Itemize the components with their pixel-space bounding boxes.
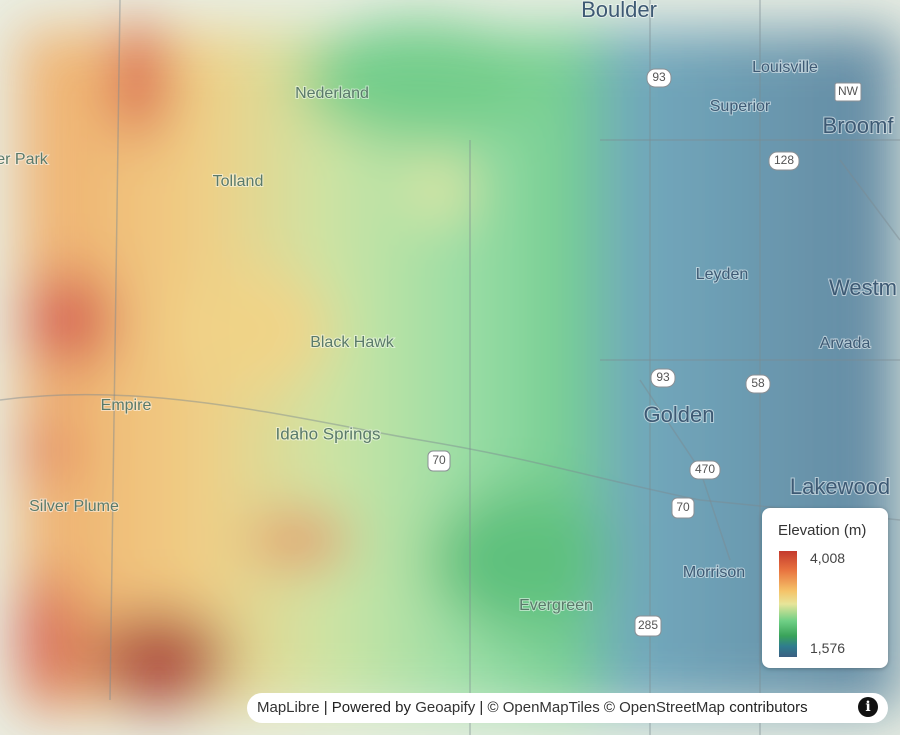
place-label: Tolland (213, 173, 264, 190)
separator: | (479, 699, 484, 716)
shield-label: 70 (432, 453, 446, 467)
place-label: er Park (0, 151, 49, 168)
place-label: Empire (101, 397, 152, 414)
place-label: Leyden (696, 266, 749, 283)
shield-label: 285 (638, 618, 658, 632)
shield-label: NW (838, 84, 859, 98)
shield-label: 93 (656, 370, 670, 384)
place-label: Silver Plume (29, 498, 119, 515)
place-label: Lakewood (790, 474, 890, 499)
shield-label: 128 (774, 153, 794, 167)
place-label: Black Hawk (310, 334, 395, 351)
text: © (603, 699, 615, 716)
link[interactable]: Geoapify (415, 699, 476, 716)
place-label: Broomf (823, 113, 895, 138)
place-label: Boulder (581, 0, 657, 22)
legend-max: 4,008 (810, 550, 846, 566)
shield-label: 70 (676, 500, 690, 514)
shield-label: 58 (751, 376, 765, 390)
text: contributors (729, 699, 808, 716)
shield-label: 470 (695, 462, 715, 476)
road-shields: 93 NW 128 93 58 470 70 70 285 (427, 68, 862, 637)
link[interactable]: OpenStreetMap (619, 699, 726, 716)
place-label: Superior (710, 98, 771, 115)
place-label: Louisville (752, 59, 818, 76)
place-label: Evergreen (519, 597, 593, 614)
place-label: Nederland (295, 85, 369, 102)
shield-label: 93 (652, 70, 666, 84)
text: © (487, 699, 499, 716)
attribution: MapLibre | Powered by Geoapify | © OpenM… (247, 693, 888, 723)
legend-title: Elevation (m) (778, 522, 867, 539)
place-label: Golden (644, 402, 715, 427)
legend: Elevation (m) 4,008 1,576 (762, 508, 888, 668)
heatmap (20, 20, 900, 710)
text: Powered by (331, 699, 412, 716)
place-label: Arvada (820, 335, 871, 352)
place-label: Idaho Springs (276, 424, 381, 443)
separator: | (323, 699, 328, 716)
place-labels: Boulder Louisville Nederland Superior Br… (0, 0, 898, 615)
place-label: Westm (829, 275, 897, 300)
legend-color-bar (779, 551, 797, 657)
link[interactable]: MapLibre (257, 699, 320, 716)
info-button[interactable]: i (858, 697, 878, 717)
legend-min: 1,576 (810, 640, 846, 656)
link[interactable]: OpenMapTiles (502, 699, 600, 716)
place-label: Morrison (683, 564, 745, 581)
